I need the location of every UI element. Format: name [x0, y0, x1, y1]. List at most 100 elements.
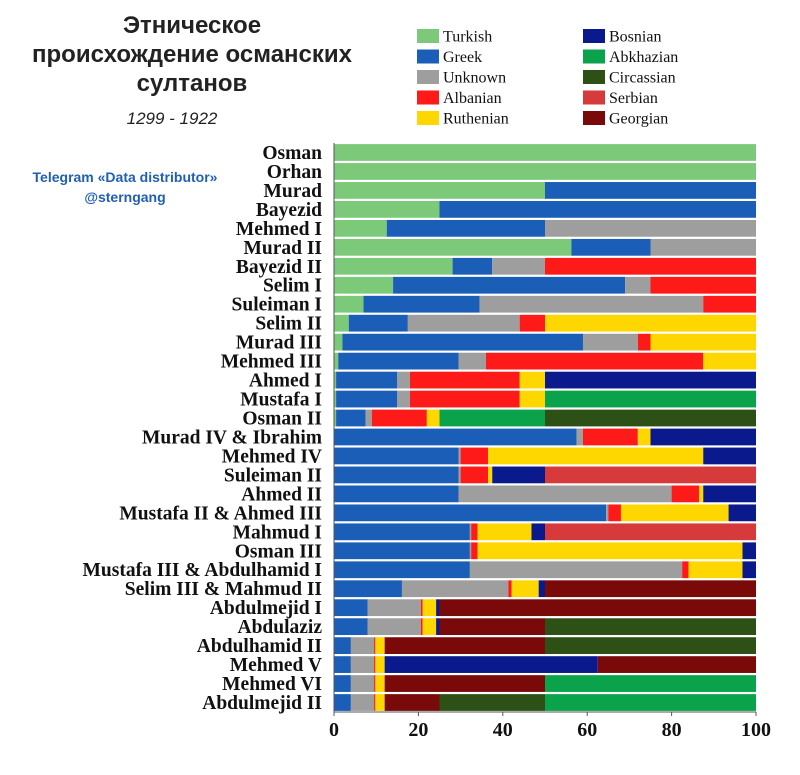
bar-segment-albanian — [371, 409, 427, 427]
legend-swatch-bosnian — [583, 29, 605, 43]
bar-segment-unknown — [458, 352, 486, 370]
category-label: Murad IV & Ibrahim — [142, 427, 322, 448]
bar-segment-unknown — [350, 675, 375, 692]
bar-segment-bosnian — [531, 523, 545, 541]
category-label: Murad III — [236, 333, 322, 354]
bar-segment-albanian — [582, 428, 638, 446]
bar-segment-ruthenian — [688, 561, 743, 579]
legend: Turkish Greek Unknown Albanian Ruthenian Bosn… — [417, 29, 678, 128]
bar-segment-unknown — [479, 295, 704, 313]
bar-segment-greek — [334, 523, 470, 541]
bar-segment-unknown — [469, 523, 472, 541]
bar-segment-serbian — [545, 466, 756, 484]
bar-segment-albanian — [460, 466, 489, 484]
bar-segment-ruthenian — [375, 637, 385, 654]
category-label: Abdulhamid II — [197, 636, 322, 657]
legend-swatch-serbian — [583, 90, 605, 105]
bar-segment-greek — [336, 371, 398, 389]
bar-segment-greek — [334, 561, 470, 579]
category-label: Selim II — [255, 314, 322, 335]
legend-label-unknown: Unknown — [443, 70, 506, 87]
bar-segment-unknown — [397, 371, 410, 389]
chart-title-line: Этническое — [123, 12, 261, 39]
bar-segment-bosnian — [703, 485, 756, 503]
category-label: Mehmed V — [230, 655, 322, 676]
bar-segment-ruthenian — [422, 599, 437, 617]
category-label: Mustafa III & Abdulhamid I — [83, 560, 322, 581]
bar-segment-bosnian — [436, 599, 440, 617]
legend-swatch-georgian — [583, 111, 605, 125]
bar-segment-greek — [334, 466, 459, 484]
bar-segment-turkish — [334, 352, 339, 370]
bar-segment-unknown — [458, 466, 461, 484]
bar-segment-unknown — [469, 542, 472, 560]
bar-segment-unknown — [401, 580, 509, 598]
bar-segment-albanian — [374, 637, 376, 654]
bar-segment-georgian — [384, 637, 545, 654]
bar-segment-greek — [571, 238, 651, 256]
bar-segment-turkish — [334, 371, 337, 389]
bar-segment-albanian — [671, 485, 700, 503]
bar-segment-albanian — [471, 523, 478, 541]
bar-segment-turkish — [334, 163, 756, 180]
x-tick-label: 40 — [493, 719, 513, 741]
credit-line: @sterngang — [84, 189, 165, 205]
bar-segment-georgian — [384, 675, 545, 692]
bar-segment-albanian — [637, 333, 651, 351]
bar-segment-ruthenian — [620, 504, 729, 522]
bar-segment-turkish — [334, 238, 572, 256]
bar-segment-unknown — [582, 333, 638, 351]
legend-label-abkhazian: Abkhazian — [609, 49, 678, 66]
bar-segment-greek — [393, 276, 626, 294]
bar-segment-unknown — [407, 314, 520, 332]
legend-label-greek: Greek — [443, 49, 482, 66]
bar-segment-ruthenian — [519, 390, 545, 408]
bar-segment-greek — [439, 201, 756, 218]
category-label: Selim III & Mahmud II — [125, 579, 322, 600]
bar-segment-greek — [452, 257, 493, 275]
legend-swatch-ruthenian — [417, 111, 439, 125]
bar-segment-unknown — [350, 656, 375, 673]
category-label: Mahmud I — [233, 522, 322, 543]
legend-swatch-unknown — [417, 70, 439, 84]
legend-swatch-greek — [417, 49, 439, 64]
category-label: Orhan — [267, 162, 322, 183]
bar-segment-greek — [334, 675, 351, 692]
category-label: Mehmed III — [221, 352, 322, 373]
bar-segment-unknown — [625, 276, 651, 294]
bar-segment-circassian — [545, 637, 756, 654]
legend-swatch-abkhazian — [583, 49, 605, 64]
bar-segment-georgian — [545, 580, 756, 598]
bar-segment-albanian — [519, 314, 545, 332]
bar-segment-bosnian — [742, 542, 756, 560]
bar-segment-albanian — [409, 371, 520, 389]
legend-swatch-albanian — [417, 90, 439, 105]
bar-segment-greek — [386, 219, 545, 237]
bar-segment-turkish — [334, 390, 337, 408]
category-label: Mustafa I — [240, 390, 322, 411]
category-label: Abdulmejid I — [210, 598, 322, 619]
bar-segment-bosnian — [728, 504, 756, 522]
category-label: Bayezid II — [236, 257, 322, 278]
category-label: Abdulmejid II — [202, 693, 322, 714]
bar-segment-ruthenian — [637, 428, 651, 446]
bar-segment-albanian — [460, 447, 489, 465]
category-label: Mehmed IV — [222, 446, 322, 467]
bar-segment-bosnian — [650, 428, 756, 446]
bar-segment-georgian — [597, 656, 756, 673]
credit-line: Telegram «Data distributor» — [33, 169, 218, 185]
bar-segment-bosnian — [703, 447, 756, 465]
bar-segment-greek — [336, 390, 398, 408]
bar-segment-ruthenian — [488, 466, 493, 484]
bar-segment-greek — [363, 295, 480, 313]
legend-swatch-circassian — [583, 70, 605, 84]
bar-segment-bosnian — [545, 371, 756, 389]
bar-segment-bosnian — [742, 561, 756, 579]
bar-segment-albanian — [682, 561, 689, 579]
bar-segment-ruthenian — [488, 447, 704, 465]
bar-segment-ruthenian — [375, 656, 385, 673]
bar-segment-circassian — [439, 694, 545, 711]
bar-segment-unknown — [650, 238, 756, 256]
bar-segment-turkish — [334, 201, 440, 218]
